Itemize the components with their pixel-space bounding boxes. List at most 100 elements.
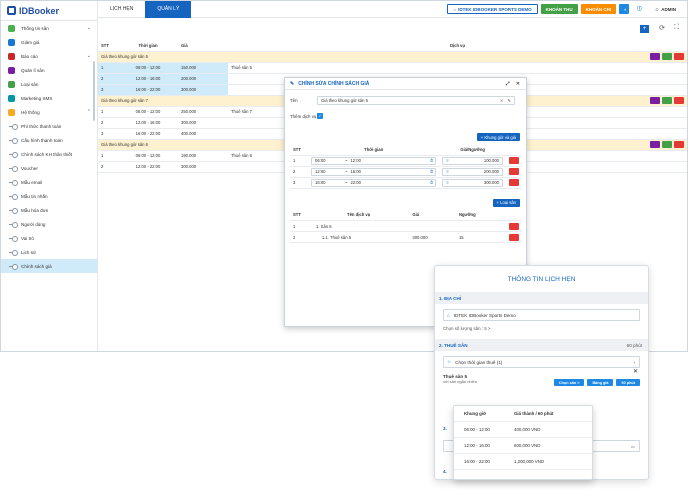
sidebar-item-icon (8, 108, 15, 116)
admin-menu[interactable]: ☺ ADMIN (654, 6, 676, 12)
duration-button[interactable]: 60 phút (616, 379, 640, 386)
dash: ~ (345, 158, 348, 163)
sidebar-item-label: Quản lí sân (21, 67, 45, 73)
name-field[interactable]: Giá theo khung giờ sân 5 ✕ ✎ (317, 96, 515, 105)
delete-button[interactable] (674, 97, 684, 104)
time-end: 12:00 (350, 158, 361, 163)
delete-button[interactable] (509, 179, 519, 186)
delete-button[interactable] (674, 53, 684, 60)
edit-button[interactable] (662, 97, 672, 104)
time-range-input[interactable]: 16:00 ~22:00 ⏱ (311, 178, 437, 187)
price-table-button[interactable]: Bảng giá (587, 379, 614, 386)
edit-icon: ✎ (290, 80, 295, 87)
service-table: STT Tên dịch vụ Giá Ngưỡng 1 1. Sân 5 2 1.1. T… (290, 209, 522, 243)
sidebar-subitem-8[interactable]: Vai trò (1, 231, 97, 245)
col-stt: STT (98, 40, 118, 52)
sidebar-item-6[interactable]: Hệ thống ⌃ (1, 105, 97, 119)
tab-lich-hen[interactable]: LỊCH HẸN (110, 6, 134, 12)
service-row: 1 1. Sân 5 (290, 220, 522, 232)
sidebar-item-4[interactable]: Loại sân (1, 77, 97, 91)
home-icon: ⌂ (447, 312, 450, 318)
add-button[interactable]: + (640, 25, 649, 33)
sidebar-subitem-4[interactable]: Mẫu email (1, 175, 97, 189)
add-field-button[interactable]: + Loại sân (492, 198, 520, 207)
sidebar-subitem-0[interactable]: Phí thức thanh toán (1, 119, 97, 133)
khoan-chi-button[interactable]: KHOẢN CHI (580, 4, 617, 14)
clock-icon[interactable]: ⏱ (430, 169, 434, 174)
clear-icon[interactable]: ✕ (499, 98, 504, 103)
sidebar-subitem-10[interactable]: Chính sách giá (1, 259, 97, 273)
table-cell: 300.000 (178, 84, 228, 96)
clock-icon[interactable]: ⏱ (430, 180, 434, 185)
sidebar-subitem-9[interactable]: Lịch sử (1, 245, 97, 259)
table-row[interactable]: 1 06:00 - 12:00 150.000 Thuê sân 5 (98, 62, 687, 74)
chevron-icon: ⌃ (86, 109, 91, 115)
sidebar-scrollbar[interactable] (93, 61, 95, 121)
venue-select[interactable]: ⌂ IDTEK IDBooker Sports Demo (443, 309, 640, 321)
sidebar-item-icon (8, 94, 15, 102)
time-range-input[interactable]: 12:00 ~16:00 ⏱ (311, 167, 437, 176)
table-cell: 06:00 - 12:00 (118, 106, 178, 118)
service-checkbox[interactable]: ✓ (317, 113, 323, 119)
refresh-icon[interactable]: ⟳ (659, 25, 665, 32)
khoan-thu-button[interactable]: KHOẢN THU (540, 4, 578, 14)
service-cell: 1 (290, 220, 308, 232)
delete-button[interactable] (674, 141, 684, 148)
group-title: Giá theo khung giờ sân 7 (98, 95, 228, 107)
delete-button[interactable] (509, 233, 519, 241)
sidebar-item-2[interactable]: Báo cáo ⌄ (1, 49, 97, 63)
choose-time-select[interactable]: ☆ Chọn thời gian thuê (1) › (443, 356, 640, 368)
delete-button[interactable] (509, 168, 519, 175)
sidebar-item-5[interactable]: Marketing SMS (1, 91, 97, 105)
sidebar-item-1[interactable]: Giảm giá (1, 35, 97, 49)
sidebar-item-icon (8, 80, 15, 88)
sidebar-item-3[interactable]: Quản lí sân (1, 63, 97, 77)
sidebar-item-icon (8, 66, 15, 74)
price-value: 300.000 (483, 180, 499, 185)
sidebar-subitem-6[interactable]: Mẫu hóa đơn (1, 203, 97, 217)
remove-icon[interactable]: ✕ (632, 369, 638, 375)
sidebar-subitem-label: Phí thức thanh toán (21, 123, 62, 129)
tab-quan-ly[interactable]: QUẢN LÝ (145, 1, 192, 18)
time-stt: 2 (290, 166, 308, 178)
choose-field-button[interactable]: Chọn sân > (553, 379, 585, 386)
venue-button[interactable]: ⌂ IDTEK IDBOOKER SPORTS DEMO (447, 4, 538, 14)
edit-button[interactable] (662, 141, 672, 148)
logo: IDBooker (1, 1, 97, 21)
expand-modal-icon[interactable]: ⤢ (505, 80, 510, 87)
group-row[interactable]: Giá theo khung giờ sân 5 (98, 51, 687, 63)
tree-dot-icon (9, 179, 18, 186)
section-3: 3. (443, 426, 447, 431)
time-range-input[interactable]: 06:00 ~12:00 ⏱ (311, 156, 437, 165)
view-button[interactable] (650, 141, 660, 148)
edit-button[interactable] (662, 53, 672, 60)
sidebar-subitem-2[interactable]: Chính sách KH thân thiết (1, 147, 97, 161)
price-input[interactable]: ≡ 300.000 (442, 178, 503, 187)
sidebar-subitem-7[interactable]: Người dùng (1, 217, 97, 231)
pencil-icon[interactable]: ✎ (507, 98, 511, 103)
price-input[interactable]: ≡ 100.000 (442, 156, 503, 165)
clock-icon[interactable]: ⏱ (430, 158, 434, 163)
menu-icon: ≡ (446, 158, 449, 163)
delete-button[interactable] (509, 222, 519, 230)
sidebar-subitem-5[interactable]: Mẫu tin nhắn (1, 189, 97, 203)
expand-icon[interactable]: ⛶ (674, 24, 679, 31)
sidebar-subitem-3[interactable]: Voucher (1, 161, 97, 175)
card-title: THÔNG TIN LỊCH HẸN (507, 275, 576, 283)
name-label: Tên (290, 98, 298, 103)
view-button[interactable] (650, 97, 660, 104)
delete-button[interactable] (509, 157, 519, 164)
close-modal-icon[interactable]: ✕ (515, 80, 520, 87)
sidebar-subitem-label: Cấu hình thanh toán (21, 137, 63, 143)
table-cell: 2 (98, 117, 118, 129)
add-time-button[interactable]: + Khung giờ và giá (476, 133, 520, 141)
settings-icon[interactable]: ◐ (619, 4, 630, 14)
section-rent: 2. THUÊ SÂN (439, 342, 468, 348)
field-count-link[interactable]: Chọn số lượng sân : 5 > (443, 326, 491, 331)
sidebar-subitem-1[interactable]: Cấu hình thanh toán (1, 133, 97, 147)
view-button[interactable] (650, 53, 660, 60)
price-input[interactable]: ≡ 200.000 (442, 167, 503, 176)
sidebar-item-0[interactable]: Thống tin sân ⌄ (1, 21, 97, 35)
brand-name: IDBooker (19, 5, 60, 16)
info-icon[interactable]: ⓘ (637, 6, 642, 11)
